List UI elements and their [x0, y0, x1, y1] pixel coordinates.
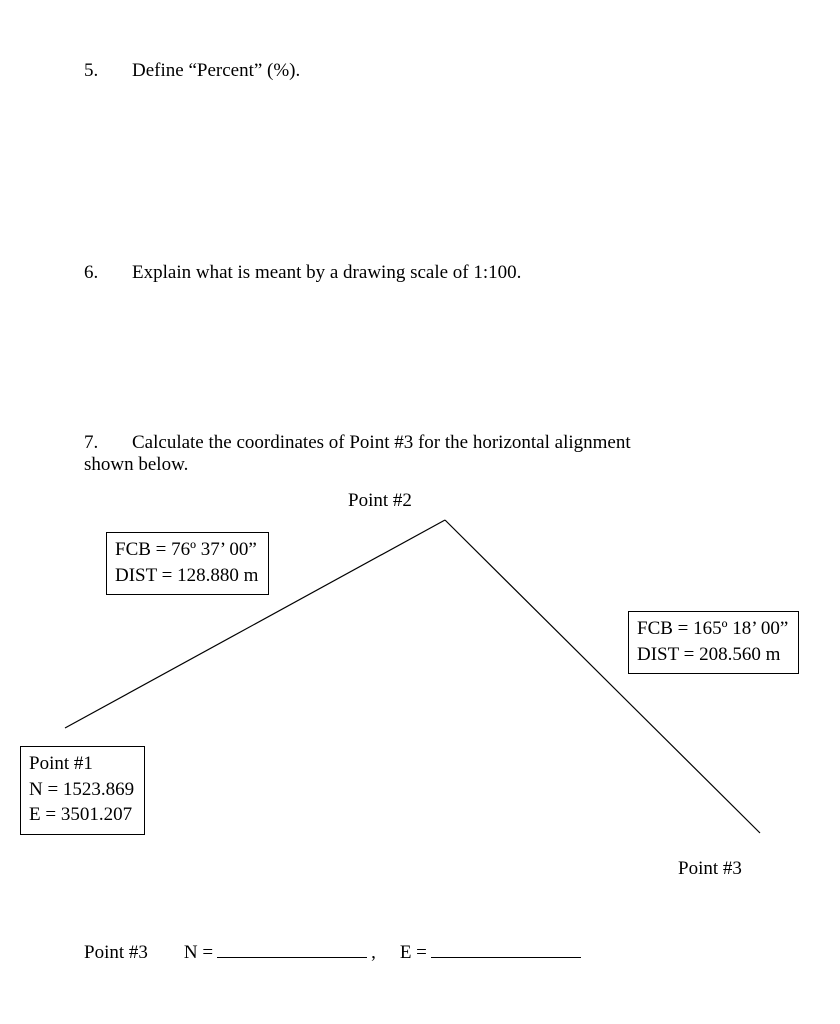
answer-e-label: E =: [400, 942, 427, 964]
point1-line1: Point #1: [29, 751, 134, 777]
q7-number: 7.: [84, 432, 132, 454]
q5-text: Define “Percent” (%).: [132, 60, 300, 82]
q7-text-line1: Calculate the coordinates of Point #3 fo…: [132, 432, 631, 454]
fcb-right-line1: FCB = 165º 18’ 00”: [637, 616, 788, 642]
point1-line2: N = 1523.869: [29, 777, 134, 803]
point3-label: Point #3: [678, 856, 742, 882]
answer-e-blank[interactable]: [431, 937, 581, 958]
line-p2-p3: [445, 520, 760, 833]
answer-line: Point #3 N = , E =: [84, 937, 585, 964]
point1-box: Point #1 N = 1523.869 E = 3501.207: [20, 746, 145, 835]
answer-comma: ,: [371, 942, 376, 964]
answer-point-label: Point #3: [84, 942, 148, 964]
q5-number: 5.: [84, 60, 132, 82]
fcb-box-right: FCB = 165º 18’ 00” DIST = 208.560 m: [628, 611, 799, 674]
fcb-left-line2: DIST = 128.880 m: [115, 563, 258, 589]
q6-text: Explain what is meant by a drawing scale…: [132, 262, 521, 284]
q6-number: 6.: [84, 262, 132, 284]
alignment-diagram: Point #2 FCB = 76º 37’ 00” DIST = 128.88…: [20, 460, 820, 920]
question-5: 5. Define “Percent” (%).: [84, 60, 300, 82]
fcb-left-line1: FCB = 76º 37’ 00”: [115, 537, 258, 563]
answer-n-blank[interactable]: [217, 937, 367, 958]
fcb-right-line2: DIST = 208.560 m: [637, 642, 788, 668]
question-6: 6. Explain what is meant by a drawing sc…: [84, 262, 521, 284]
point2-label: Point #2: [348, 488, 412, 514]
diagram-svg: [20, 460, 820, 920]
answer-n-label: N =: [184, 942, 213, 964]
point1-line3: E = 3501.207: [29, 802, 134, 828]
fcb-box-left: FCB = 76º 37’ 00” DIST = 128.880 m: [106, 532, 269, 595]
